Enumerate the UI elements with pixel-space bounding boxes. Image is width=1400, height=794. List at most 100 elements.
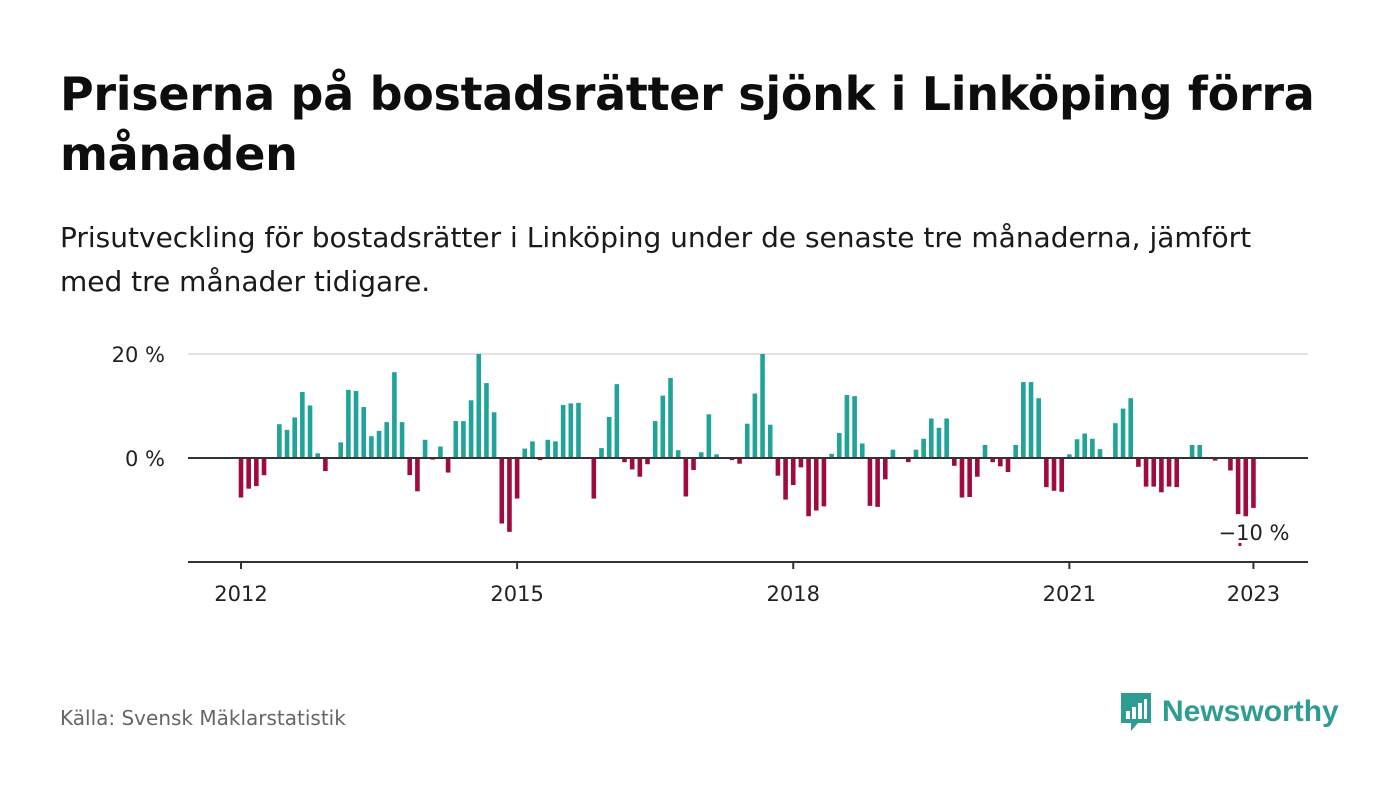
bar [507, 458, 512, 532]
bar [714, 454, 719, 458]
bar [599, 448, 604, 458]
bar [1021, 382, 1026, 458]
bar [491, 412, 497, 458]
brand-name: Newsworthy [1162, 695, 1339, 728]
bar [1090, 438, 1095, 458]
bar [484, 383, 489, 458]
bar [1128, 398, 1134, 458]
bar [629, 458, 635, 470]
bar [522, 448, 528, 458]
bar [1113, 423, 1118, 458]
bar [821, 458, 827, 507]
bar [1174, 458, 1180, 488]
bar [346, 389, 351, 458]
bar [1143, 458, 1149, 487]
bar [675, 450, 681, 458]
bar [952, 458, 957, 466]
bar [1074, 439, 1080, 458]
source-note: Källa: Svensk Mäklarstatistik [60, 706, 346, 730]
bar [975, 458, 980, 477]
bar [568, 403, 574, 458]
bar [760, 354, 765, 458]
bar [307, 405, 313, 458]
bar [836, 433, 842, 458]
bar [1159, 458, 1164, 493]
bar [813, 458, 819, 511]
bar [698, 452, 704, 458]
bar [361, 407, 367, 458]
bar [622, 458, 627, 463]
bar [936, 427, 942, 458]
bar [1120, 408, 1126, 458]
bar [376, 430, 382, 458]
bar [1189, 445, 1195, 458]
bar [254, 458, 259, 487]
bar [859, 443, 865, 458]
bar [691, 458, 696, 470]
bar [982, 445, 988, 458]
bar [315, 453, 320, 458]
bar [959, 458, 965, 498]
bar [921, 438, 926, 458]
bar [300, 391, 305, 458]
bar [652, 421, 658, 458]
bar [645, 458, 650, 465]
bar [706, 414, 712, 458]
bar [729, 458, 735, 461]
bar [338, 442, 344, 458]
bar [775, 458, 781, 476]
bar [576, 402, 581, 458]
bar [637, 458, 643, 477]
bar [545, 439, 551, 458]
bar [998, 458, 1003, 467]
y-tick-label: 0 % [125, 447, 165, 471]
bar [238, 458, 244, 498]
x-tick-label: 2021 [1043, 582, 1096, 606]
bar [353, 390, 359, 458]
bar [744, 423, 750, 458]
bar [1228, 458, 1233, 471]
x-tick-label: 2015 [490, 582, 543, 606]
bar [1212, 458, 1218, 461]
bar [752, 393, 758, 458]
bar [1036, 398, 1041, 458]
bar [1028, 382, 1034, 458]
bar [660, 395, 666, 458]
bar [875, 458, 880, 507]
bar [929, 418, 934, 458]
bar [783, 458, 788, 500]
bar [790, 458, 796, 486]
bar [499, 458, 505, 524]
bar [967, 458, 972, 497]
bar [1067, 454, 1072, 458]
bar [1044, 458, 1049, 488]
bars [238, 354, 1256, 532]
bar [798, 458, 804, 468]
bar [284, 429, 290, 458]
bar [829, 453, 834, 458]
bar [1235, 458, 1241, 515]
bar [553, 441, 558, 458]
bar [407, 458, 413, 476]
bar [453, 421, 459, 458]
bar [1136, 458, 1141, 467]
bar [392, 372, 397, 458]
chart-subtitle: Prisutveckling för bostadsrätter i Linkö… [60, 221, 1252, 298]
bar [1166, 458, 1172, 487]
bar [514, 458, 520, 499]
bar [913, 449, 919, 458]
bar [890, 449, 896, 458]
bar [476, 354, 482, 458]
y-tick-label: 20 % [112, 343, 165, 367]
x-tick-label: 2012 [214, 582, 267, 606]
bar [606, 416, 612, 458]
bar [683, 458, 689, 497]
bar [384, 422, 390, 458]
bar [1197, 445, 1203, 458]
bar [591, 458, 597, 499]
bar [867, 458, 873, 506]
bar [1051, 458, 1057, 491]
bar [614, 384, 620, 458]
bar [1005, 458, 1011, 473]
bar [852, 396, 857, 458]
